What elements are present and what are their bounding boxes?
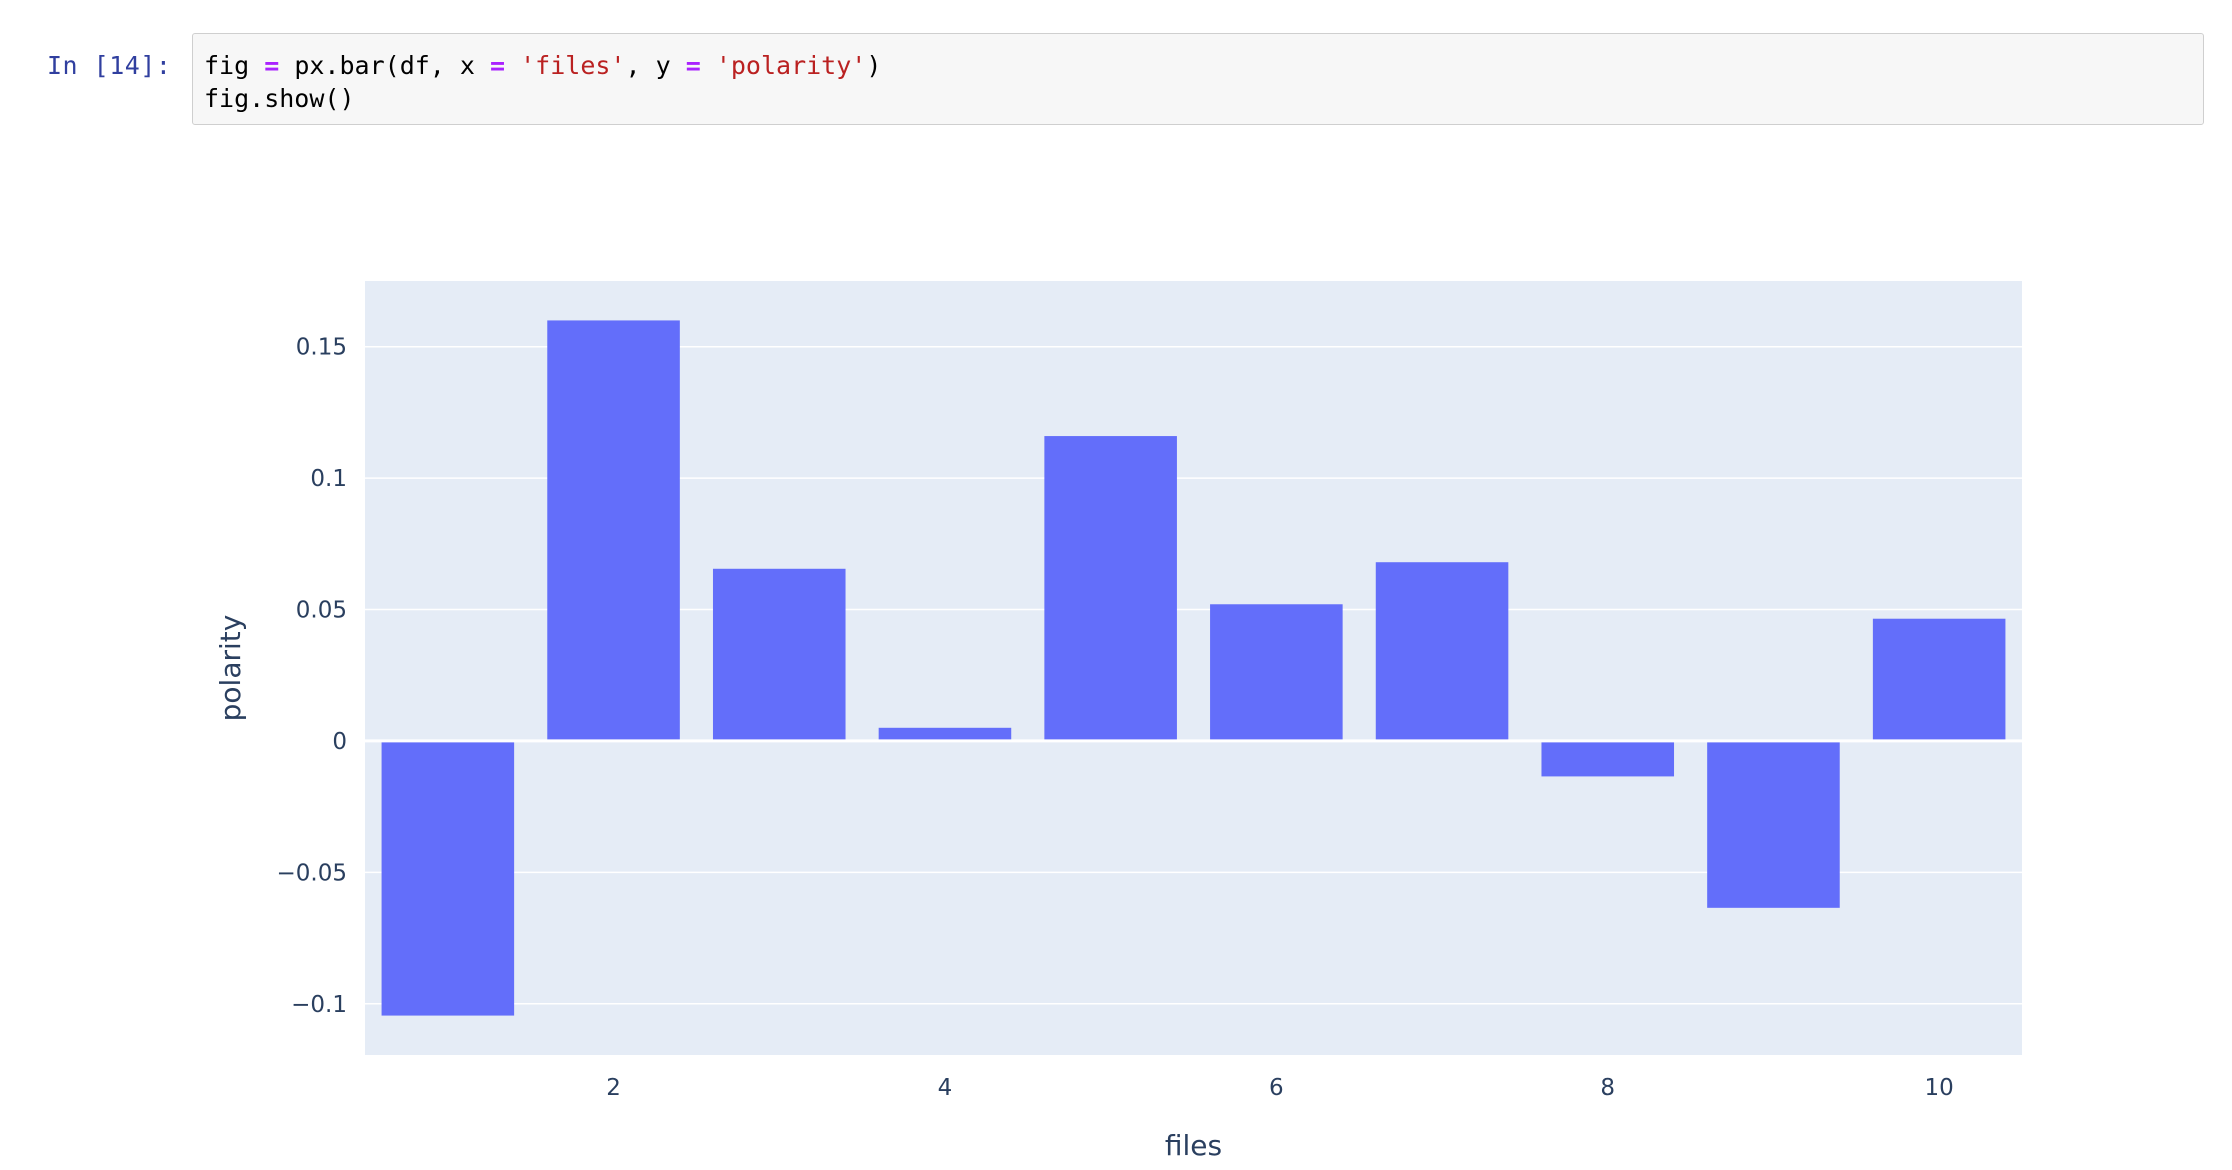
code-operator-token: = [685, 51, 701, 80]
bar-file-3[interactable] [712, 568, 846, 741]
code-token: px.bar(df, x [279, 51, 490, 80]
y-tick-label: 0 [332, 729, 347, 755]
y-tick-label: −0.05 [277, 860, 347, 886]
bar-file-10[interactable] [1872, 618, 2006, 741]
y-tick-label: −0.1 [291, 992, 347, 1018]
y-tick-label: 0.1 [310, 466, 347, 492]
x-tick-label: 4 [938, 1075, 953, 1101]
bar-file-6[interactable] [1210, 604, 1343, 741]
code-input-cell[interactable]: fig = px.bar(df, x = 'files', y = 'polar… [192, 33, 2204, 125]
bar-file-5[interactable] [1044, 436, 1177, 741]
y-axis-title: polarity [214, 615, 247, 722]
x-tick-label: 6 [1269, 1075, 1284, 1101]
code-line: fig.show() [204, 82, 2192, 115]
code-token: ) [866, 51, 882, 80]
bar-file-1[interactable] [381, 740, 515, 1016]
code-token: fig [204, 51, 265, 80]
code-token: , y [625, 51, 686, 80]
bar-file-9[interactable] [1707, 740, 1840, 908]
x-tick-labels: 2 4 6 8 10 [606, 1075, 1954, 1101]
y-tick-labels: −0.1 −0.05 0 0.05 0.1 0.15 [277, 335, 347, 1018]
x-axis-title: files [1165, 1129, 1222, 1162]
bar-file-8[interactable] [1541, 740, 1675, 777]
y-tick-label: 0.15 [296, 335, 347, 361]
code-string-token: 'polarity' [715, 51, 867, 80]
code-operator-token: = [490, 51, 506, 80]
x-tick-label: 2 [606, 1075, 621, 1101]
code-token: fig.show() [204, 84, 355, 113]
bar-file-4[interactable] [878, 727, 1012, 741]
code-line: fig = px.bar(df, x = 'files', y = 'polar… [204, 49, 2192, 82]
x-tick-label: 10 [1925, 1075, 1954, 1101]
bar-file-2[interactable] [547, 320, 680, 741]
bars [381, 320, 2006, 1016]
bar-file-7[interactable] [1375, 562, 1509, 741]
y-tick-label: 0.05 [296, 598, 347, 624]
input-prompt: In [14]: [47, 51, 172, 80]
code-operator-token: = [264, 51, 280, 80]
x-tick-label: 8 [1600, 1075, 1615, 1101]
code-string-token: 'files' [520, 51, 626, 80]
